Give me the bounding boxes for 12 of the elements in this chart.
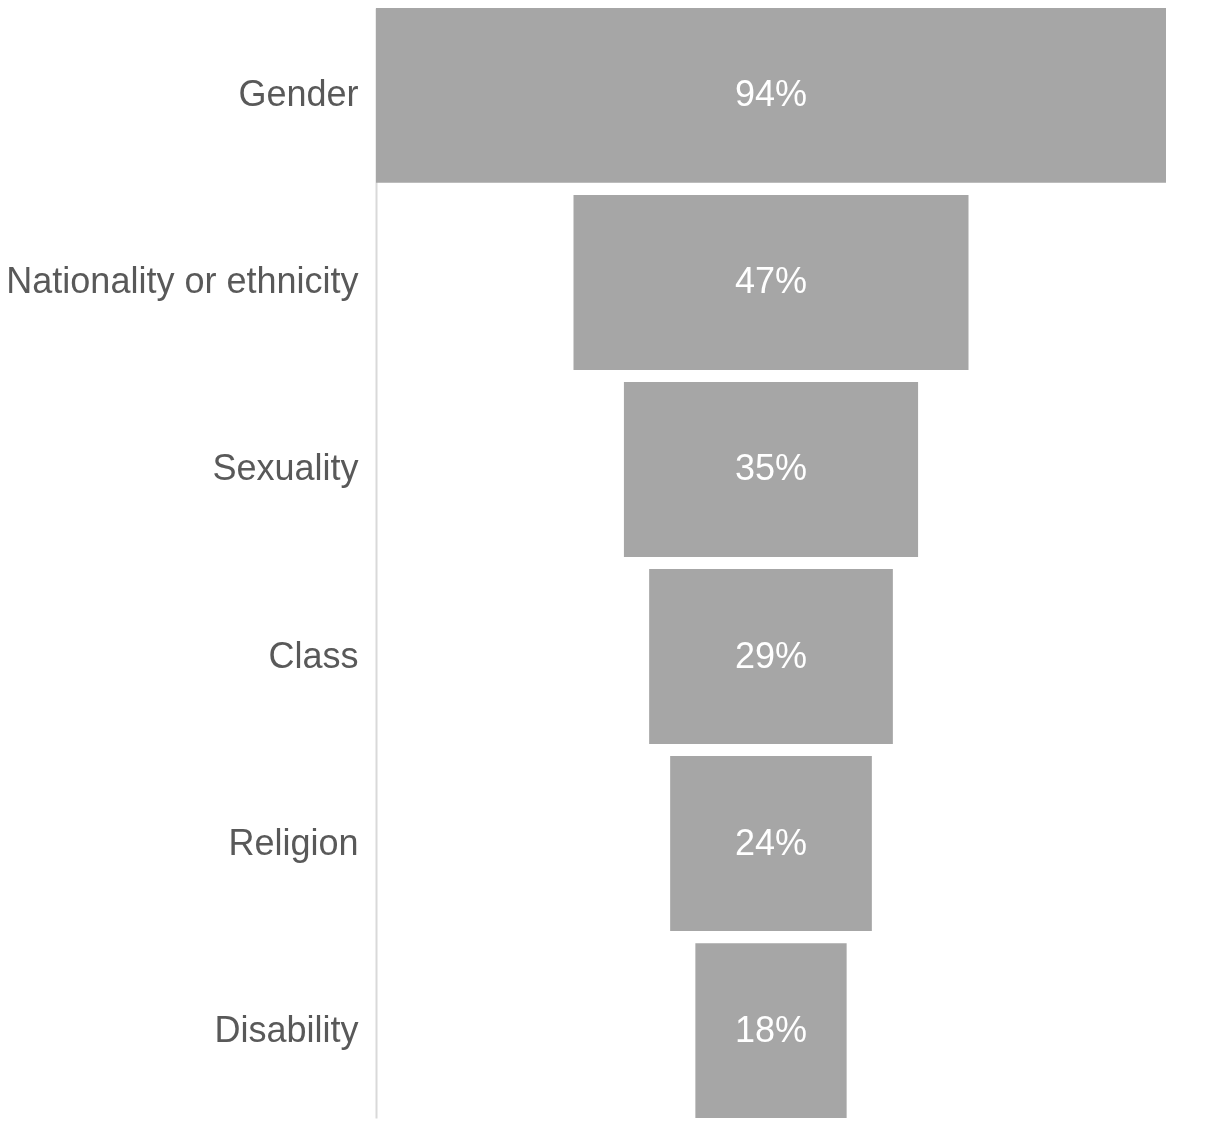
category-label: Class — [268, 634, 359, 676]
data-label: 94% — [734, 73, 808, 115]
data-label: 18% — [734, 1008, 808, 1050]
data-label: 47% — [734, 260, 808, 302]
data-label: 35% — [734, 447, 808, 489]
category-label: Gender — [238, 73, 359, 115]
category-label: Sexuality — [212, 447, 359, 489]
category-label: Nationality or ethnicity — [6, 260, 359, 302]
data-label: 29% — [734, 634, 808, 676]
data-label: 24% — [734, 821, 808, 863]
category-label: Religion — [228, 821, 359, 863]
category-label: Disability — [214, 1008, 359, 1050]
